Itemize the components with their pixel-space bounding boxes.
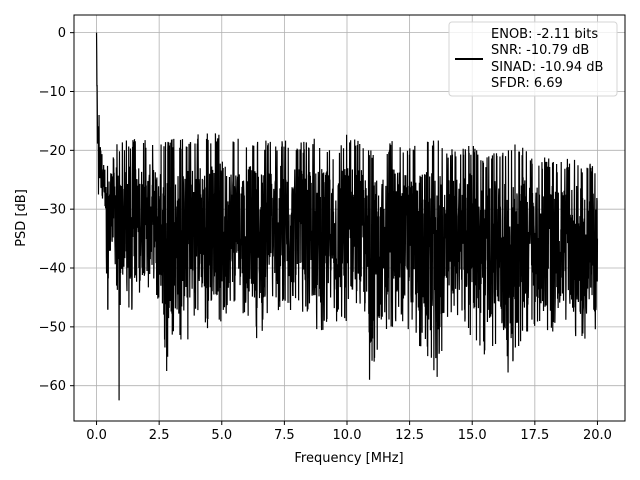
x-tick-label: 17.5 <box>520 428 549 443</box>
y-tick-label: −60 <box>39 379 66 394</box>
x-tick-label: 7.5 <box>274 428 295 443</box>
x-tick-label: 10.0 <box>333 428 362 443</box>
psd-series-line <box>95 32 599 401</box>
legend-sinad: SINAD: -10.94 dB <box>491 60 603 75</box>
x-axis-label: Frequency [MHz] <box>294 451 403 466</box>
x-tick-label: 15.0 <box>458 428 487 443</box>
y-tick-label: −10 <box>39 85 66 100</box>
x-tick-label: 2.5 <box>149 428 170 443</box>
legend-enob: ENOB: -2.11 bits <box>491 27 598 42</box>
y-tick-label: −50 <box>39 320 66 335</box>
x-axis-ticks: 0.0 2.5 5.0 7.5 10.0 12.5 15.0 17.5 20.0 <box>86 421 612 443</box>
legend-snr: SNR: -10.79 dB <box>491 43 589 58</box>
legend-box <box>448 21 618 97</box>
plot-area <box>95 32 599 401</box>
x-tick-label: 0.0 <box>86 428 107 443</box>
y-tick-label: −40 <box>39 262 66 277</box>
x-tick-label: 20.0 <box>583 428 612 443</box>
axes-frame <box>73 14 626 422</box>
y-tick-label: −20 <box>39 144 66 159</box>
y-axis-label: PSD [dB] <box>14 189 29 247</box>
y-axis-ticks: 0 −10 −20 −30 −40 −50 −60 <box>39 26 74 394</box>
legend-sfdr: SFDR: 6.69 <box>491 76 563 91</box>
legend: ENOB: -2.11 bits SNR: -10.79 dB SINAD: -… <box>448 21 618 97</box>
y-tick-label: 0 <box>58 26 66 41</box>
x-tick-label: 5.0 <box>211 428 232 443</box>
y-tick-label: −30 <box>39 203 66 218</box>
x-tick-label: 12.5 <box>395 428 424 443</box>
